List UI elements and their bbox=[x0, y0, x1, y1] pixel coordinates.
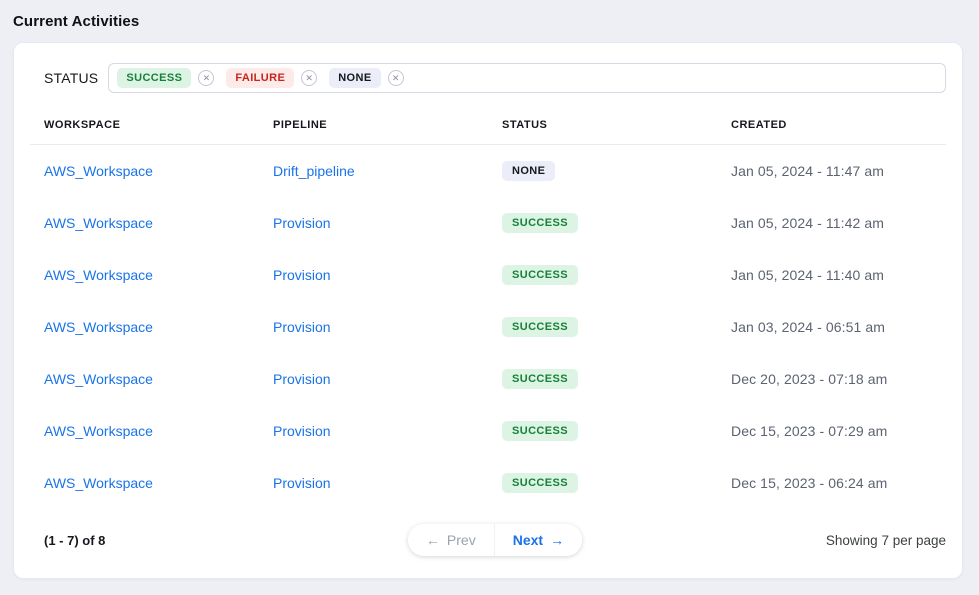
created-date: Dec 20, 2023 - 07:18 am bbox=[731, 371, 888, 387]
created-date: Jan 05, 2024 - 11:47 am bbox=[731, 163, 885, 179]
table-header: WORKSPACE PIPELINE STATUS CREATED bbox=[30, 119, 946, 145]
column-header-status: STATUS bbox=[502, 119, 548, 131]
per-page-text: Showing 7 per page bbox=[825, 532, 946, 548]
table-row: AWS_Workspace Provision SUCCESS Jan 05, … bbox=[30, 249, 946, 301]
next-button-label: Next bbox=[512, 532, 544, 548]
table-row: AWS_Workspace Provision SUCCESS Jan 03, … bbox=[30, 301, 946, 353]
remove-failure-tag-icon[interactable]: ✕ bbox=[301, 70, 318, 86]
remove-none-tag-icon[interactable]: ✕ bbox=[387, 70, 404, 86]
status-badge: SUCCESS bbox=[502, 317, 578, 337]
pipeline-link[interactable]: Drift_pipeline bbox=[273, 163, 355, 179]
prev-page-button[interactable]: ← Prev bbox=[407, 524, 495, 556]
pipeline-link[interactable]: Provision bbox=[273, 215, 331, 231]
filter-tag-success: SUCCESS bbox=[117, 68, 192, 88]
status-badge: NONE bbox=[502, 161, 556, 181]
created-date: Jan 05, 2024 - 11:40 am bbox=[731, 267, 885, 283]
pipeline-link[interactable]: Provision bbox=[273, 371, 331, 387]
table-row: AWS_Workspace Provision SUCCESS Dec 15, … bbox=[30, 457, 946, 509]
current-activities-card: STATUS SUCCESS ✕ FAILURE ✕ NONE ✕ WORKSP… bbox=[13, 42, 963, 579]
column-header-pipeline: PIPELINE bbox=[273, 119, 328, 131]
pipeline-link[interactable]: Provision bbox=[273, 423, 331, 439]
pagination-range-text: (1 - 7) of 8 bbox=[44, 532, 106, 548]
pipeline-link[interactable]: Provision bbox=[273, 475, 331, 491]
status-badge: SUCCESS bbox=[502, 369, 578, 389]
arrow-left-icon: ← bbox=[425, 532, 440, 548]
table-row: AWS_Workspace Provision SUCCESS Jan 05, … bbox=[30, 197, 946, 249]
created-date: Jan 05, 2024 - 11:42 am bbox=[731, 215, 885, 231]
pagination-controls: ← Prev Next → bbox=[407, 524, 583, 556]
status-filter-label: STATUS bbox=[44, 70, 99, 86]
arrow-right-icon: → bbox=[550, 532, 565, 548]
created-date: Dec 15, 2023 - 06:24 am bbox=[731, 475, 888, 491]
remove-success-tag-icon[interactable]: ✕ bbox=[198, 70, 215, 86]
column-header-created: CREATED bbox=[731, 119, 787, 131]
page-title: Current Activities bbox=[13, 13, 140, 30]
workspace-link[interactable]: AWS_Workspace bbox=[44, 267, 153, 283]
column-header-workspace: WORKSPACE bbox=[44, 119, 121, 131]
prev-button-label: Prev bbox=[446, 532, 476, 548]
status-badge: SUCCESS bbox=[502, 213, 578, 233]
next-page-button[interactable]: Next → bbox=[494, 524, 583, 556]
workspace-link[interactable]: AWS_Workspace bbox=[44, 475, 153, 491]
workspace-link[interactable]: AWS_Workspace bbox=[44, 371, 153, 387]
workspace-link[interactable]: AWS_Workspace bbox=[44, 319, 153, 335]
status-badge: SUCCESS bbox=[502, 473, 578, 493]
table-footer: (1 - 7) of 8 ← Prev Next → Showing 7 per… bbox=[30, 514, 946, 564]
status-badge: SUCCESS bbox=[502, 421, 578, 441]
status-badge: SUCCESS bbox=[502, 265, 578, 285]
pipeline-link[interactable]: Provision bbox=[273, 267, 331, 283]
created-date: Jan 03, 2024 - 06:51 am bbox=[731, 319, 886, 335]
table-row: AWS_Workspace Provision SUCCESS Dec 20, … bbox=[30, 353, 946, 405]
table-row: AWS_Workspace Drift_pipeline NONE Jan 05… bbox=[30, 145, 946, 197]
status-filter-row: STATUS SUCCESS ✕ FAILURE ✕ NONE ✕ bbox=[30, 63, 946, 93]
workspace-link[interactable]: AWS_Workspace bbox=[44, 163, 153, 179]
workspace-link[interactable]: AWS_Workspace bbox=[44, 423, 153, 439]
created-date: Dec 15, 2023 - 07:29 am bbox=[731, 423, 888, 439]
table-row: AWS_Workspace Provision SUCCESS Dec 15, … bbox=[30, 405, 946, 457]
status-filter-input[interactable]: SUCCESS ✕ FAILURE ✕ NONE ✕ bbox=[108, 63, 946, 93]
filter-tag-none: NONE bbox=[329, 68, 381, 88]
filter-tag-failure: FAILURE bbox=[226, 68, 295, 88]
pipeline-link[interactable]: Provision bbox=[273, 319, 331, 335]
workspace-link[interactable]: AWS_Workspace bbox=[44, 215, 153, 231]
